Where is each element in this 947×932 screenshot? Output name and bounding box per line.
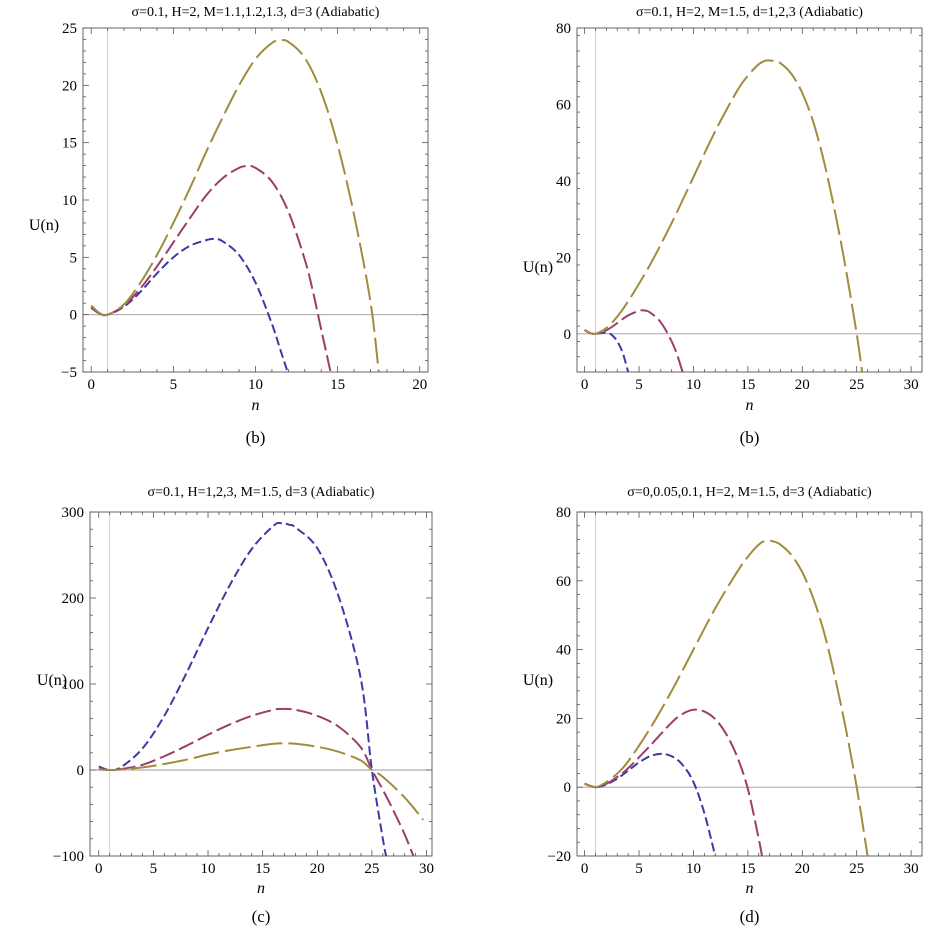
x-tick-label: 30 [904, 377, 919, 393]
x-tick-label: 20 [310, 861, 325, 877]
panel-bottom-right: 0 5 10 15 20 25 30 −20 0 20 40 60 80 σ=0,0.05,0.1, H=… [523, 485, 923, 926]
series-line-2 [98, 707, 415, 856]
y-tick-label: −5 [61, 365, 77, 381]
x-tick-label: 15 [740, 377, 755, 393]
x-tick-label: 10 [686, 861, 701, 877]
y-tick-label: 25 [62, 21, 77, 37]
x-tick-label: 5 [170, 377, 178, 393]
y-tick-label: 100 [62, 677, 85, 693]
y-tick-label: 10 [62, 193, 77, 209]
plot-frame [576, 27, 923, 373]
x-axis-label: n [746, 880, 754, 897]
series-line-2 [90, 165, 332, 372]
y-axis-label: U(n) [29, 217, 59, 234]
chart-title: σ=0,0.05,0.1, H=2, M=1.5, d=3 (Adiabatic… [627, 485, 872, 500]
x-tick-label: 25 [849, 377, 864, 393]
y-tick-label: 40 [556, 643, 571, 659]
y-axis-label: U(n) [523, 672, 553, 689]
x-tick-label: 5 [635, 377, 643, 393]
x-tick-label: 30 [419, 861, 434, 877]
y-tick-label: 0 [77, 763, 85, 779]
x-tick-label: 10 [686, 377, 701, 393]
x-tick-label: 10 [248, 377, 263, 393]
x-tick-label: 0 [87, 377, 95, 393]
x-tick-label: 15 [255, 861, 270, 877]
y-tick-label: 60 [556, 574, 571, 590]
series-line-3 [584, 539, 869, 856]
series-line-3 [584, 59, 864, 372]
x-tick-label: 25 [849, 861, 864, 877]
series-line-2 [584, 309, 684, 372]
y-axis-label: U(n) [37, 672, 67, 689]
x-axis-label: n [746, 397, 754, 414]
series-line-2 [584, 708, 763, 856]
y-tick-label: 300 [62, 505, 85, 521]
panel-top-right: 0 5 10 15 20 25 30 0 20 40 60 80 σ=0.1, H=2, M=1.5, … [523, 5, 923, 447]
x-tick-label: 20 [795, 861, 810, 877]
x-tick-label: 15 [740, 861, 755, 877]
panel-caption: (d) [740, 907, 760, 926]
y-tick-label: 60 [556, 97, 571, 113]
series-line-1 [584, 329, 630, 372]
x-tick-label: 20 [795, 377, 810, 393]
series-group [90, 39, 380, 372]
series-group [98, 521, 425, 856]
plot-frame [89, 511, 433, 857]
x-tick-label: 0 [95, 861, 103, 877]
y-tick-label: 20 [556, 711, 571, 727]
series-group [584, 59, 864, 372]
y-tick-label: −20 [548, 849, 571, 865]
x-tick-label: 15 [330, 377, 345, 393]
y-tick-label: 20 [62, 78, 77, 94]
y-tick-label: 0 [564, 327, 572, 343]
panel-caption: (c) [252, 907, 271, 926]
x-tick-label: 0 [581, 861, 589, 877]
y-tick-label: 40 [556, 174, 571, 190]
y-tick-label: 200 [62, 591, 85, 607]
panel-caption: (b) [740, 428, 760, 447]
series-line-1 [584, 752, 717, 856]
y-tick-label: 5 [70, 250, 78, 266]
y-tick-label: 80 [556, 21, 571, 37]
panel-bottom-left: 0 5 10 15 20 25 30 −100 0 100 200 300 σ=0.1, H=1,2,3… [37, 485, 434, 926]
x-tick-label: 0 [581, 377, 589, 393]
x-tick-label: 30 [904, 861, 919, 877]
y-axis-label: U(n) [523, 259, 553, 276]
x-tick-label: 25 [364, 861, 379, 877]
series-line-3 [98, 742, 425, 821]
x-axis-label: n [257, 880, 265, 897]
x-tick-label: 5 [150, 861, 158, 877]
y-tick-label: −100 [53, 849, 84, 865]
y-tick-label: 0 [564, 780, 572, 796]
panel-top-left: 0 5 10 15 20 −5 0 5 10 15 20 25 σ=0.1, H=2, M=1.1,1.… [29, 5, 429, 447]
y-tick-label: 15 [62, 136, 77, 152]
chart-title: σ=0.1, H=2, M=1.5, d=1,2,3 (Adiabatic) [636, 5, 863, 20]
plot-frame [576, 511, 923, 857]
y-tick-label: 0 [70, 308, 78, 324]
x-tick-label: 20 [412, 377, 427, 393]
series-line-3 [90, 39, 380, 372]
x-tick-label: 10 [201, 861, 216, 877]
series-group [584, 539, 869, 856]
x-axis-label: n [252, 397, 260, 414]
chart-title: σ=0.1, H=2, M=1.1,1.2,1.3, d=3 (Adiabati… [132, 5, 380, 20]
chart-title: σ=0.1, H=1,2,3, M=1.5, d=3 (Adiabatic) [148, 485, 375, 500]
y-tick-label: 80 [556, 505, 571, 521]
plot-frame [82, 27, 429, 373]
panel-caption: (b) [246, 428, 266, 447]
y-tick-label: 20 [556, 250, 571, 266]
x-tick-label: 5 [635, 861, 643, 877]
series-line-1 [98, 521, 388, 856]
